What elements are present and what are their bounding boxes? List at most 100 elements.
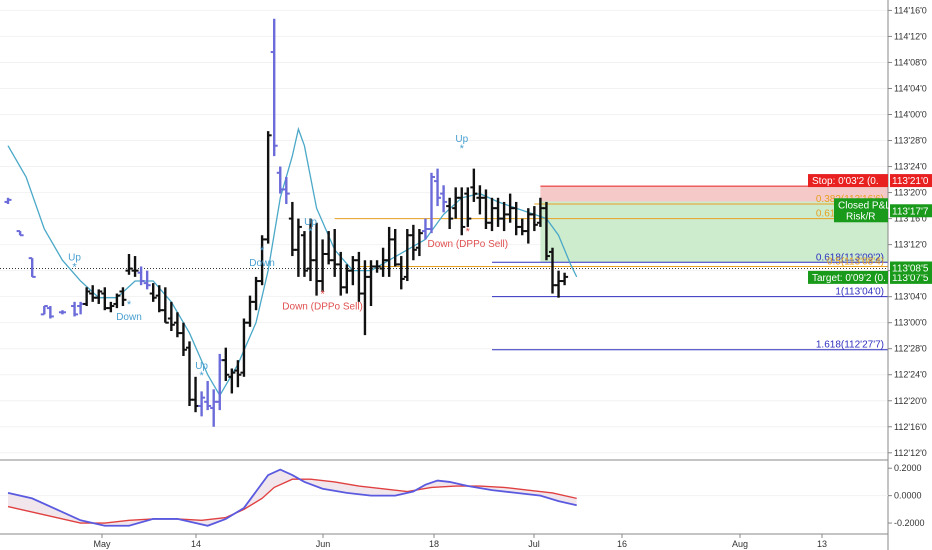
- ohlc-bar[interactable]: [403, 229, 411, 282]
- ohlc-bar[interactable]: [161, 287, 169, 324]
- ohlc-bar[interactable]: [561, 272, 569, 286]
- ohlc-bar[interactable]: [385, 226, 393, 277]
- ohlc-bar[interactable]: [216, 353, 224, 411]
- ohlc-bar[interactable]: [355, 251, 363, 302]
- ohlc-bar[interactable]: [373, 260, 381, 273]
- ohlc-bar[interactable]: [428, 172, 435, 234]
- ohlc-bar[interactable]: [446, 197, 454, 229]
- ohlc-bar[interactable]: [488, 197, 496, 232]
- oscillator-pane[interactable]: 0.2000 0.0000 -0.2000: [0, 459, 925, 535]
- ohlc-bar[interactable]: [131, 256, 139, 277]
- ohlc-bar[interactable]: [119, 287, 127, 307]
- ohlc-bar[interactable]: [192, 376, 200, 413]
- price-tick-label: 112'16'0: [894, 422, 927, 432]
- ohlc-bar[interactable]: [28, 257, 36, 278]
- ohlc-bar[interactable]: [415, 229, 423, 257]
- time-tick-label: Aug: [732, 539, 748, 549]
- ohlc-bar[interactable]: [325, 231, 333, 265]
- ohlc-bar[interactable]: [198, 391, 206, 417]
- price-tick-label: 114'00'0: [894, 110, 927, 120]
- ohlc-bar[interactable]: [58, 310, 66, 315]
- ohlc-bar[interactable]: [270, 18, 278, 157]
- signal-up-label: Up: [195, 361, 208, 372]
- ohlc-bar[interactable]: [555, 270, 563, 298]
- ohlc-bar[interactable]: [264, 131, 272, 244]
- ohlc-bar[interactable]: [4, 197, 12, 205]
- ohlc-bar[interactable]: [101, 287, 109, 311]
- ohlc-bar[interactable]: [83, 287, 91, 307]
- ohlc-bar[interactable]: [252, 276, 260, 311]
- ohlc-bar[interactable]: [40, 305, 48, 316]
- ohlc-bar[interactable]: [222, 347, 230, 381]
- ohlc-bar[interactable]: [246, 295, 254, 327]
- ohlc-bar[interactable]: [300, 231, 308, 277]
- ohlc-bar[interactable]: [46, 306, 54, 319]
- moving-average-line: [7, 126, 578, 397]
- ohlc-bar[interactable]: [113, 293, 121, 309]
- ohlc-bar[interactable]: [464, 187, 472, 227]
- ohlc-bar[interactable]: [276, 166, 284, 194]
- label-text-2: Risk/R: [846, 211, 875, 222]
- ohlc-bar[interactable]: [470, 168, 478, 202]
- ohlc-bar[interactable]: [294, 218, 302, 277]
- ohlc-bar[interactable]: [391, 229, 399, 267]
- axis-price-text: 113'17'7: [892, 206, 929, 217]
- ohlc-bar[interactable]: [337, 251, 345, 296]
- ohlc-bar[interactable]: [288, 201, 296, 257]
- ohlc-bar[interactable]: [397, 256, 405, 290]
- signal-up-star: *: [308, 226, 313, 238]
- ohlc-bar[interactable]: [542, 201, 550, 261]
- ohlc-bar[interactable]: [167, 301, 175, 332]
- ohlc-bar[interactable]: [361, 260, 369, 336]
- signal-down-label: Down: [249, 258, 275, 269]
- price-tick-label: 113'04'0: [894, 292, 927, 302]
- ohlc-bar[interactable]: [434, 168, 442, 207]
- ohlc-bar[interactable]: [186, 341, 193, 406]
- ohlc-bar[interactable]: [143, 270, 151, 290]
- price-tick-label: 113'16'0: [894, 214, 927, 224]
- ohlc-bar[interactable]: [16, 230, 24, 237]
- ohlc-bar[interactable]: [155, 285, 163, 313]
- ohlc-bar[interactable]: [530, 206, 538, 232]
- axis-price-text: 113'21'0: [892, 176, 929, 187]
- ohlc-bar[interactable]: [149, 283, 157, 302]
- ohlc-bar[interactable]: [282, 176, 290, 205]
- ohlc-bar[interactable]: [367, 260, 375, 307]
- dppo-sell-label: Down (DPPo Sell): [282, 302, 363, 313]
- ohlc-bar[interactable]: [313, 222, 321, 296]
- price-tick-label: 113'24'0: [894, 162, 927, 172]
- ohlc-bar[interactable]: [240, 318, 248, 377]
- label-box: [808, 174, 888, 188]
- ohlc-bar[interactable]: [234, 360, 242, 388]
- price-tick-label: 114'04'0: [894, 83, 927, 93]
- ohlc-bar[interactable]: [210, 389, 218, 427]
- ohlc-bar[interactable]: [409, 224, 417, 261]
- ohlc-bar[interactable]: [500, 201, 508, 232]
- label-text: Stop: 0'03'2 (0.: [812, 176, 879, 187]
- ohlc-bar[interactable]: [476, 185, 484, 215]
- ohlc-bar[interactable]: [319, 239, 327, 292]
- ohlc-bar[interactable]: [179, 322, 187, 356]
- ohlc-bar[interactable]: [107, 301, 115, 313]
- signal-up-star: *: [72, 262, 77, 274]
- ohlc-bar[interactable]: [452, 187, 460, 219]
- ohlc-bar[interactable]: [518, 218, 526, 236]
- time-tick-label: 16: [617, 539, 627, 549]
- ohlc-bar[interactable]: [95, 289, 103, 304]
- ohlc-bar[interactable]: [71, 301, 79, 317]
- ohlc-bar[interactable]: [204, 380, 212, 411]
- price-tick-label: 113'28'0: [894, 136, 927, 146]
- fib-label: 0.5(113'08'4): [827, 256, 884, 267]
- ohlc-bar[interactable]: [125, 253, 133, 275]
- ohlc-bar[interactable]: [343, 264, 351, 294]
- price-tick-label: 114'16'0: [894, 5, 927, 15]
- price-tick-label: 112'24'0: [894, 370, 927, 380]
- ohlc-bar[interactable]: [524, 208, 532, 244]
- ohlc-bar[interactable]: [440, 185, 448, 213]
- ohlc-bar[interactable]: [77, 301, 85, 315]
- ohlc-bar[interactable]: [228, 368, 236, 394]
- ohlc-bar[interactable]: [137, 266, 145, 286]
- ohlc-bar[interactable]: [458, 187, 466, 236]
